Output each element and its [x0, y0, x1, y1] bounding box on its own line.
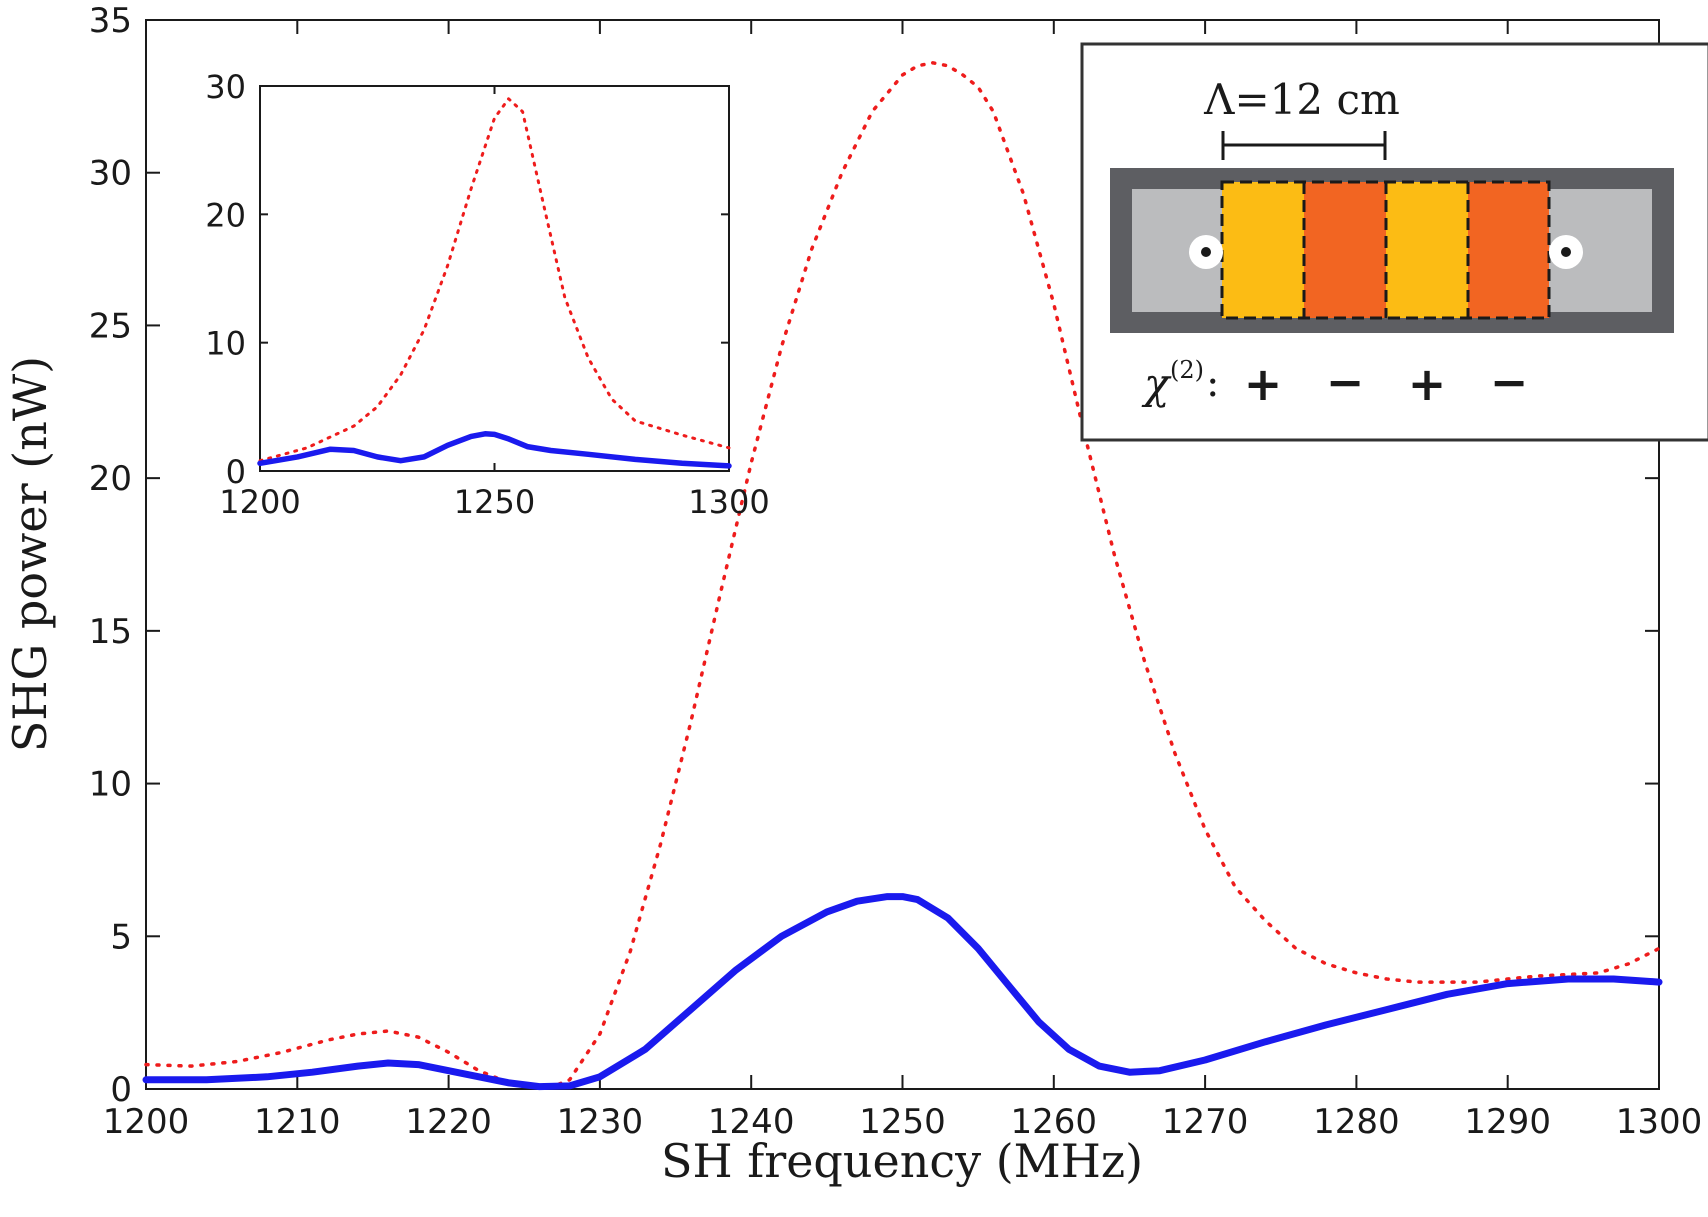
inset-plot: 1200 1250 1300 0 10 20 30	[205, 68, 769, 521]
domain-negative-2	[1468, 182, 1549, 318]
inset-plot-area	[259, 85, 730, 472]
y-axis-title: SHG power (nW)	[3, 356, 57, 752]
inset-x-tick-labels: 1200 1250 1300	[219, 483, 769, 521]
sign-1: +	[1244, 357, 1283, 411]
sign-2: −	[1326, 355, 1365, 409]
main-y-tick-label: 5	[110, 917, 132, 957]
main-y-tick-label: 15	[89, 612, 132, 652]
main-y-tick-label: 30	[89, 154, 132, 194]
sign-3: +	[1408, 357, 1447, 411]
main-y-tick-label: 25	[89, 306, 132, 346]
main-y-tick-label: 0	[110, 1070, 132, 1110]
main-x-tick-labels: 1200 1210 1220 1230 1240 1250 1260 1270 1280 1290…	[103, 1102, 1703, 1142]
period-label: Λ=12 cm	[1203, 75, 1400, 124]
main-x-tick-label: 1260	[1011, 1102, 1098, 1142]
main-x-tick-label: 1290	[1464, 1102, 1551, 1142]
main-series	[142, 61, 1663, 1091]
inset-y-tick-label: 30	[205, 68, 246, 106]
main-y-tick-label: 35	[89, 1, 132, 41]
electrode-right-icon	[1549, 235, 1583, 269]
main-x-tick-label: 1240	[708, 1102, 795, 1142]
main-y-tick-label: 10	[89, 765, 132, 805]
chi-label: χ	[1141, 359, 1172, 408]
inset-series-solid-line	[257, 431, 732, 469]
main-x-tick-label: 1220	[405, 1102, 492, 1142]
main-x-tick-label: 1280	[1313, 1102, 1400, 1142]
period-scale-bar	[1221, 131, 1387, 160]
inset-x-tick-label: 1200	[219, 483, 300, 521]
inset-x-tick-label: 1250	[454, 483, 535, 521]
main-y-tick-label: 20	[89, 459, 132, 499]
inset-y-tick-label: 10	[205, 325, 246, 363]
main-x-tick-label: 1270	[1162, 1102, 1249, 1142]
inset-y-tick-label: 0	[226, 453, 246, 491]
main-series-solid-line	[142, 893, 1663, 1091]
sign-4: −	[1490, 355, 1529, 409]
main-x-tick-label: 1200	[103, 1102, 190, 1142]
domain-positive-1	[1222, 182, 1304, 318]
chi-colon: :	[1206, 360, 1219, 406]
main-series-dotted-line	[144, 61, 1661, 1090]
schematic-inset: Λ=12 cm χ (2) : + − + −	[1080, 42, 1708, 442]
main-y-tick-labels: 0 5 10 15 20 25 30 35	[89, 1, 132, 1110]
main-x-tick-label: 1300	[1616, 1102, 1703, 1142]
domain-positive-2	[1386, 182, 1468, 318]
inset-y-tick-labels: 0 10 20 30	[205, 68, 246, 491]
inset-x-tick-label: 1300	[688, 483, 769, 521]
inset-series-dotted-line	[258, 97, 731, 463]
main-x-tick-label: 1230	[557, 1102, 644, 1142]
x-axis-title: SH frequency (MHz)	[661, 1134, 1143, 1188]
domain-negative-1	[1304, 182, 1386, 318]
inset-y-tick-label: 20	[205, 196, 246, 234]
inset-series	[257, 97, 732, 469]
electrode-left-icon	[1189, 235, 1223, 269]
main-x-tick-label: 1250	[859, 1102, 946, 1142]
chi-order-label: (2)	[1170, 356, 1204, 384]
main-x-tick-label: 1210	[254, 1102, 341, 1142]
